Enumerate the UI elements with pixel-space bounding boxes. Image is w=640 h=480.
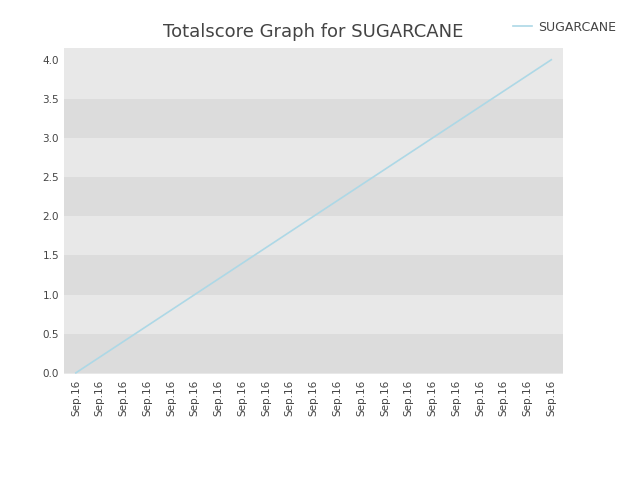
- SUGARCANE: [167, 307, 175, 313]
- SUGARCANE: [214, 276, 222, 282]
- Title: Totalscore Graph for SUGARCANE: Totalscore Graph for SUGARCANE: [163, 23, 464, 41]
- Bar: [64, 216, 563, 255]
- SUGARCANE: [381, 167, 388, 172]
- SUGARCANE: [286, 229, 294, 235]
- SUGARCANE: [405, 151, 413, 156]
- Bar: [64, 255, 563, 295]
- Bar: [64, 177, 563, 216]
- Bar: [64, 334, 563, 373]
- Bar: [64, 138, 563, 177]
- SUGARCANE: [143, 323, 151, 329]
- SUGARCANE: [357, 182, 365, 188]
- SUGARCANE: [191, 292, 198, 298]
- SUGARCANE: [452, 120, 460, 125]
- SUGARCANE: [476, 104, 484, 109]
- Bar: [64, 295, 563, 334]
- SUGARCANE: [524, 72, 531, 78]
- Bar: [64, 60, 563, 99]
- SUGARCANE: [72, 370, 80, 376]
- SUGARCANE: [333, 198, 341, 204]
- Bar: [64, 99, 563, 138]
- SUGARCANE: [96, 354, 104, 360]
- SUGARCANE: [120, 339, 127, 345]
- Legend: SUGARCANE: SUGARCANE: [508, 16, 621, 39]
- SUGARCANE: [262, 245, 270, 251]
- SUGARCANE: [310, 214, 317, 219]
- SUGARCANE: [500, 88, 508, 94]
- SUGARCANE: [429, 135, 436, 141]
- SUGARCANE: [239, 260, 246, 266]
- SUGARCANE: [547, 57, 555, 62]
- Line: SUGARCANE: SUGARCANE: [76, 60, 551, 373]
